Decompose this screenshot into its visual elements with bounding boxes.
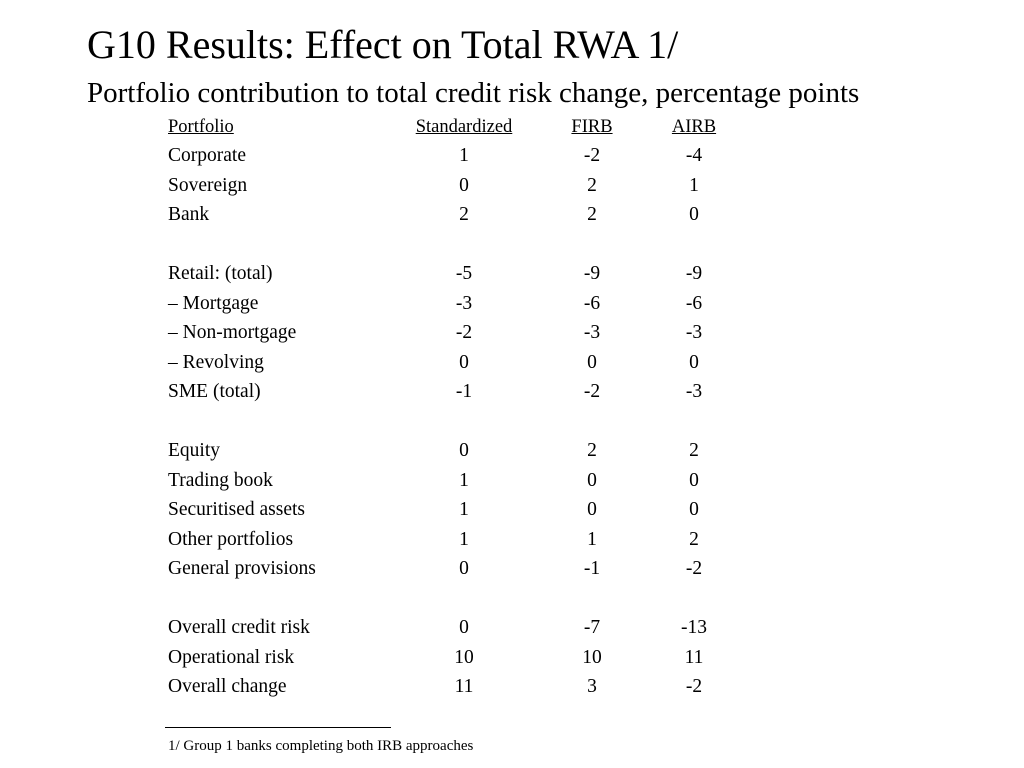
firb-value: -2	[583, 145, 601, 166]
table-body: Corporate 1 -2 -4 Sovereign 0 2 1 Bank 2 2 0 Retail:…	[168, 141, 768, 702]
table-row: Equity 0 2 2	[168, 436, 768, 466]
standardized-value: 1	[459, 145, 469, 166]
airb-value: -3	[685, 322, 703, 343]
standardized-value: 1	[459, 469, 469, 491]
row-label: Overall change	[168, 676, 287, 697]
firb-value: 0	[587, 499, 597, 520]
standardized-value: 0	[459, 558, 469, 579]
firb-value: 2	[587, 440, 597, 461]
standardized-value: 11	[454, 676, 474, 697]
firb-value: 2	[587, 174, 597, 196]
airb-value: -2	[685, 676, 703, 697]
group-spacer	[168, 230, 768, 260]
standardized-value: -2	[455, 322, 473, 343]
airb-value: -4	[685, 145, 703, 166]
firb-value: 1	[587, 528, 597, 550]
airb-value: 0	[689, 204, 699, 225]
airb-value: 0	[689, 499, 699, 520]
airb-value: 2	[689, 528, 699, 550]
row-label: – Non-mortgage	[168, 322, 297, 343]
row-label: Operational risk	[168, 646, 295, 668]
firb-value: 0	[587, 351, 597, 373]
row-label: – Mortgage	[168, 292, 259, 314]
firb-value: -9	[583, 263, 601, 284]
airb-value: 2	[689, 440, 699, 461]
results-table: Portfolio Standardized FIRB AIRB Corpora…	[168, 112, 768, 702]
table-row: Other portfolios 1 1 2	[168, 525, 768, 555]
table-row: Bank 2 2 0	[168, 200, 768, 230]
standardized-value: 10	[454, 646, 474, 668]
table-row: Retail: (total) -5 -9 -9	[168, 259, 768, 289]
firb-value: -6	[583, 292, 601, 314]
airb-value: 1	[689, 174, 699, 196]
page-title: G10 Results: Effect on Total RWA 1/	[87, 22, 679, 67]
airb-value: 0	[689, 351, 699, 373]
firb-value: 0	[587, 469, 597, 491]
airb-value: 11	[684, 646, 704, 668]
row-label: Sovereign	[168, 174, 248, 196]
footnote-divider	[165, 727, 391, 728]
airb-value: -9	[685, 263, 703, 284]
page-subtitle: Portfolio contribution to total credit r…	[87, 77, 860, 109]
standardized-value: -3	[455, 292, 473, 314]
header-portfolio: Portfolio	[168, 117, 234, 137]
standardized-value: 1	[459, 528, 469, 550]
firb-value: 10	[582, 646, 602, 668]
row-label: Equity	[168, 440, 220, 461]
table-row: Trading book 1 0 0	[168, 466, 768, 496]
firb-value: -7	[583, 617, 601, 638]
airb-value: -3	[685, 381, 703, 402]
standardized-value: 0	[459, 617, 469, 638]
header-firb: FIRB	[571, 117, 613, 137]
firb-value: 2	[587, 204, 597, 225]
row-label: General provisions	[168, 558, 316, 579]
group-spacer	[168, 407, 768, 437]
header-standardized: Standardized	[415, 117, 513, 137]
table-row: SME (total) -1 -2 -3	[168, 377, 768, 407]
table-header-row: Portfolio Standardized FIRB AIRB	[168, 112, 768, 141]
firb-value: 3	[587, 676, 597, 697]
table-row: Overall credit risk 0 -7 -13	[168, 613, 768, 643]
standardized-value: 0	[459, 440, 469, 461]
table-row: – Non-mortgage -2 -3 -3	[168, 318, 768, 348]
table-row: Corporate 1 -2 -4	[168, 141, 768, 171]
firb-value: -3	[583, 322, 601, 343]
standardized-value: -1	[455, 381, 473, 402]
footnote: 1/ Group 1 banks completing both IRB app…	[168, 738, 474, 754]
header-airb: AIRB	[671, 117, 717, 137]
group-spacer	[168, 584, 768, 614]
table-row: – Mortgage -3 -6 -6	[168, 289, 768, 319]
table-row: Securitised assets 1 0 0	[168, 495, 768, 525]
table-row: Overall change 11 3 -2	[168, 672, 768, 702]
row-label: Overall credit risk	[168, 617, 310, 638]
row-label: – Revolving	[168, 351, 264, 373]
row-label: Retail: (total)	[168, 263, 273, 284]
airb-value: -13	[681, 617, 707, 638]
firb-value: -2	[583, 381, 601, 402]
standardized-value: 1	[459, 499, 469, 520]
airb-value: 0	[689, 469, 699, 491]
row-label: Corporate	[168, 145, 246, 166]
table-row: Sovereign 0 2 1	[168, 171, 768, 201]
row-label: SME (total)	[168, 381, 261, 402]
standardized-value: 0	[459, 174, 469, 196]
table-row: Operational risk 10 10 11	[168, 643, 768, 673]
airb-value: -2	[685, 558, 703, 579]
standardized-value: -5	[455, 263, 473, 284]
row-label: Trading book	[168, 469, 273, 491]
table-row: General provisions 0 -1 -2	[168, 554, 768, 584]
airb-value: -6	[685, 292, 703, 314]
row-label: Bank	[168, 204, 210, 225]
table-row: – Revolving 0 0 0	[168, 348, 768, 378]
row-label: Securitised assets	[168, 499, 306, 520]
standardized-value: 0	[459, 351, 469, 373]
standardized-value: 2	[459, 204, 469, 225]
firb-value: -1	[583, 558, 601, 579]
row-label: Other portfolios	[168, 528, 294, 550]
